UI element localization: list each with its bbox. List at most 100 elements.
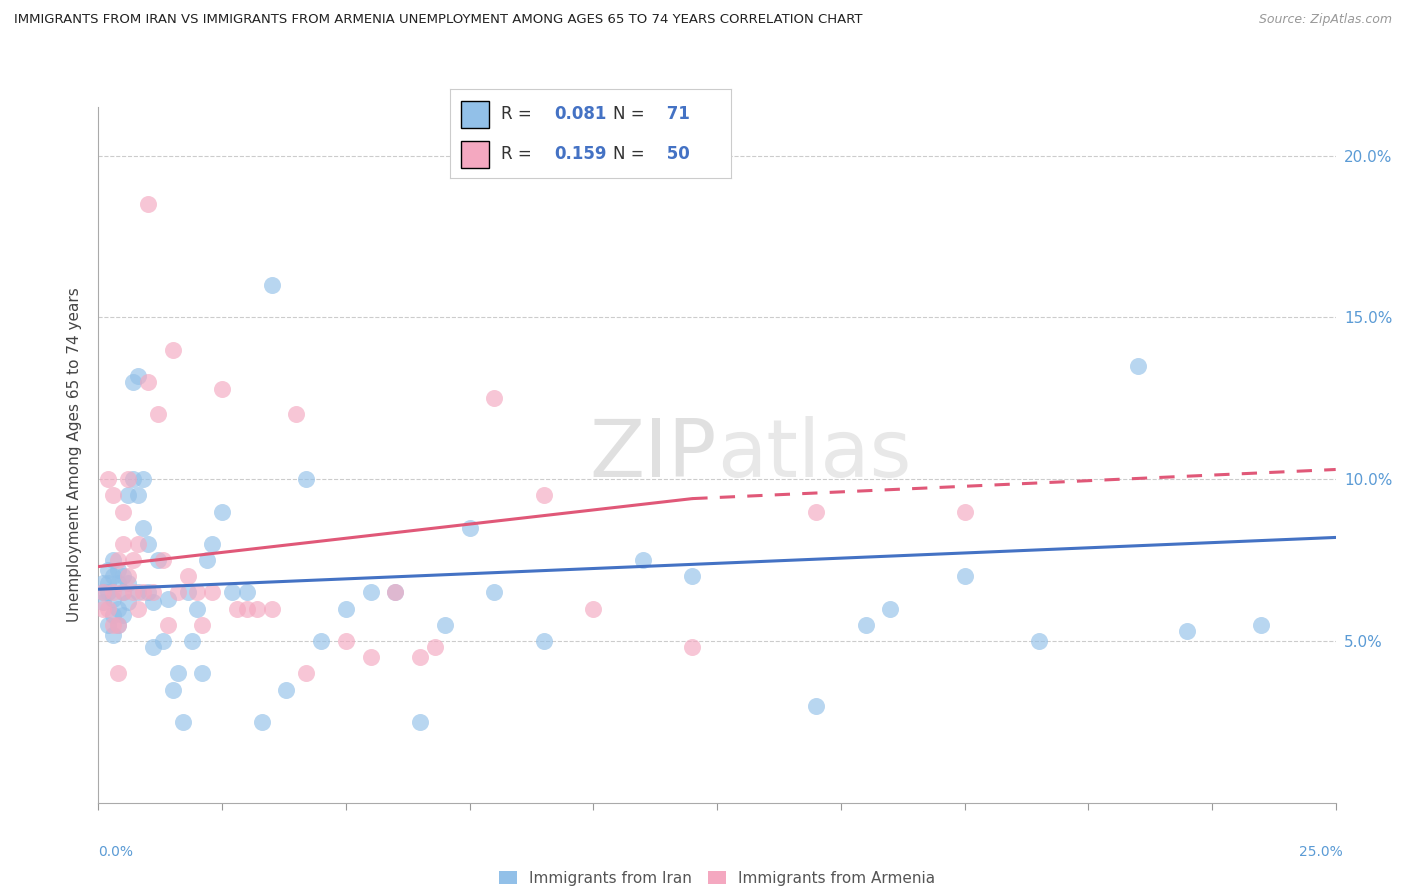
Point [484, 392, 506, 406]
Point [260, 278, 283, 293]
Point [127, 368, 149, 383]
Point [1175, 624, 1198, 639]
Point [156, 617, 179, 632]
Point [107, 553, 129, 567]
Point [804, 504, 827, 518]
Point [295, 666, 318, 681]
Point [142, 585, 165, 599]
Point [93, 585, 115, 599]
Point [103, 617, 125, 632]
Point [103, 585, 125, 599]
Point [142, 595, 165, 609]
Text: 0.159: 0.159 [554, 145, 606, 163]
Point [107, 575, 129, 590]
Point [409, 714, 432, 729]
Point [191, 666, 214, 681]
Point [855, 617, 877, 632]
Point [631, 553, 654, 567]
Point [122, 553, 145, 567]
Point [246, 601, 269, 615]
Text: 0.081: 0.081 [554, 105, 606, 123]
Point [176, 569, 198, 583]
Point [285, 408, 308, 422]
Point [433, 617, 456, 632]
Point [97, 585, 120, 599]
Point [122, 472, 145, 486]
Point [211, 382, 233, 396]
Point [152, 634, 174, 648]
FancyBboxPatch shape [461, 101, 489, 128]
Point [221, 585, 243, 599]
Point [112, 585, 135, 599]
Point [132, 585, 155, 599]
Point [533, 634, 555, 648]
Point [103, 627, 125, 641]
Point [409, 650, 432, 665]
Point [172, 714, 194, 729]
Point [103, 591, 125, 606]
Point [117, 569, 139, 583]
Point [953, 504, 976, 518]
Point [201, 537, 224, 551]
Y-axis label: Unemployment Among Ages 65 to 74 years: Unemployment Among Ages 65 to 74 years [67, 287, 83, 623]
Text: 25.0%: 25.0% [1299, 845, 1343, 859]
Point [484, 585, 506, 599]
Text: 50: 50 [661, 145, 689, 163]
Point [211, 504, 233, 518]
Point [112, 504, 135, 518]
Point [107, 666, 129, 681]
Point [112, 585, 135, 599]
Point [107, 617, 129, 632]
Point [360, 650, 382, 665]
Point [309, 634, 332, 648]
Point [156, 591, 179, 606]
Point [276, 682, 298, 697]
Point [384, 585, 406, 599]
Point [681, 569, 703, 583]
Point [117, 488, 139, 502]
Point [112, 569, 135, 583]
Point [103, 488, 125, 502]
Point [97, 563, 120, 577]
Point [136, 375, 159, 389]
Point [136, 197, 159, 211]
Point [112, 608, 135, 623]
Point [1028, 634, 1050, 648]
Point [132, 472, 155, 486]
Point [146, 553, 169, 567]
Point [186, 585, 208, 599]
Text: atlas: atlas [717, 416, 911, 494]
Point [335, 634, 357, 648]
Point [117, 595, 139, 609]
Point [260, 601, 283, 615]
Point [582, 601, 605, 615]
Point [186, 601, 208, 615]
Point [384, 585, 406, 599]
Point [804, 698, 827, 713]
Point [458, 521, 481, 535]
FancyBboxPatch shape [461, 141, 489, 168]
Point [195, 553, 218, 567]
Point [879, 601, 901, 615]
Point [103, 553, 125, 567]
Point [953, 569, 976, 583]
Point [226, 601, 249, 615]
Point [127, 537, 149, 551]
Point [107, 617, 129, 632]
Point [103, 608, 125, 623]
Text: R =: R = [501, 145, 537, 163]
Point [107, 563, 129, 577]
Point [97, 472, 120, 486]
Point [166, 585, 188, 599]
Point [122, 375, 145, 389]
Point [201, 585, 224, 599]
Point [132, 521, 155, 535]
Point [681, 640, 703, 655]
Point [533, 488, 555, 502]
Point [117, 472, 139, 486]
Point [127, 601, 149, 615]
Point [97, 575, 120, 590]
Point [1250, 617, 1272, 632]
Text: R =: R = [501, 105, 537, 123]
Legend: Immigrants from Iran, Immigrants from Armenia: Immigrants from Iran, Immigrants from Ar… [499, 871, 935, 886]
